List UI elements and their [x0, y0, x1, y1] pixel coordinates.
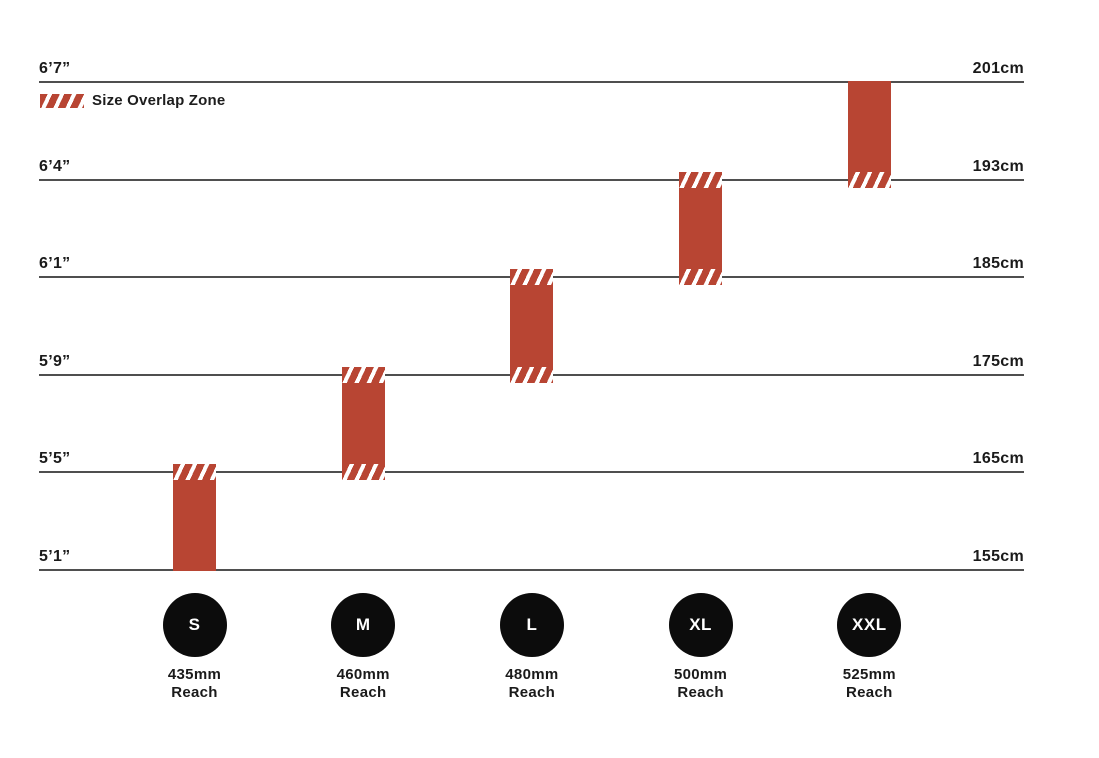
height-tick-metric: 193cm: [972, 157, 1024, 175]
size-badge-xxl: XXL: [837, 593, 902, 657]
size-range-bar-xxl: [847, 81, 891, 188]
size-badge-label: XL: [689, 615, 712, 634]
overlap-zone-hatch-top: [173, 464, 216, 481]
reach-value: 460mm: [336, 666, 390, 683]
height-tick-metric: 185cm: [972, 255, 1024, 273]
reach-value: 480mm: [505, 666, 559, 683]
reach-label-l: 480mm Reach: [462, 666, 602, 702]
reach-value: 525mm: [842, 666, 896, 683]
reach-caption: Reach: [339, 684, 387, 701]
size-range-bar-m: [341, 366, 385, 481]
size-badge-label: XXL: [852, 615, 887, 634]
overlap-zone-swatch-icon: [40, 93, 84, 108]
reach-caption: Reach: [846, 684, 893, 701]
reach-label-s: 435mm Reach: [125, 666, 265, 702]
height-tick-metric: 201cm: [972, 60, 1024, 77]
height-gridline: [39, 471, 1024, 474]
reach-caption: Reach: [508, 684, 556, 701]
size-badge-xl: XL: [668, 593, 733, 657]
overlap-zone-hatch-top: [341, 366, 385, 383]
legend-label: Size Overlap Zone: [92, 92, 226, 109]
overlap-zone-hatch-bottom: [847, 171, 891, 188]
size-badge-label: L: [526, 615, 538, 634]
height-gridline: [39, 569, 1024, 571]
reach-label-xxl: 525mm Reach: [799, 666, 939, 702]
overlap-zone-hatch-bottom: [510, 366, 554, 383]
reach-label-xl: 500mm Reach: [631, 666, 771, 702]
reach-label-m: 460mm Reach: [293, 666, 433, 702]
overlap-zone-hatch-top: [679, 171, 723, 188]
reach-caption: Reach: [677, 684, 724, 701]
height-tick-imperial: 5’1”: [39, 548, 71, 565]
size-badge-label: M: [355, 615, 371, 634]
height-tick-imperial: 5’5”: [39, 450, 71, 468]
height-tick-metric: 175cm: [972, 352, 1024, 370]
height-tick-imperial: 6’7”: [39, 60, 71, 77]
legend: Size Overlap Zone: [40, 92, 225, 109]
height-tick-imperial: 5’9”: [39, 352, 71, 370]
height-tick-imperial: 6’1”: [39, 255, 71, 273]
size-range-bar-l: [510, 269, 554, 383]
reach-value: 435mm: [167, 666, 222, 683]
height-gridline: [39, 178, 1024, 181]
size-badge-m: M: [331, 593, 396, 657]
size-badge-label: S: [188, 615, 201, 634]
size-range-bar-xl: [679, 171, 723, 286]
overlap-zone-hatch-bottom: [341, 464, 385, 481]
height-tick-metric: 165cm: [972, 450, 1024, 468]
height-tick-imperial: 6’4”: [39, 157, 71, 175]
size-badge-l: L: [499, 593, 564, 657]
size-badge-s: S: [162, 593, 227, 657]
reach-value: 500mm: [673, 666, 728, 683]
reach-caption: Reach: [171, 684, 218, 701]
overlap-zone-hatch-bottom: [679, 269, 723, 286]
height-gridline: [39, 81, 1024, 83]
overlap-zone-hatch-top: [510, 269, 554, 286]
height-tick-metric: 155cm: [972, 548, 1024, 565]
size-range-bar-s: [173, 464, 216, 571]
